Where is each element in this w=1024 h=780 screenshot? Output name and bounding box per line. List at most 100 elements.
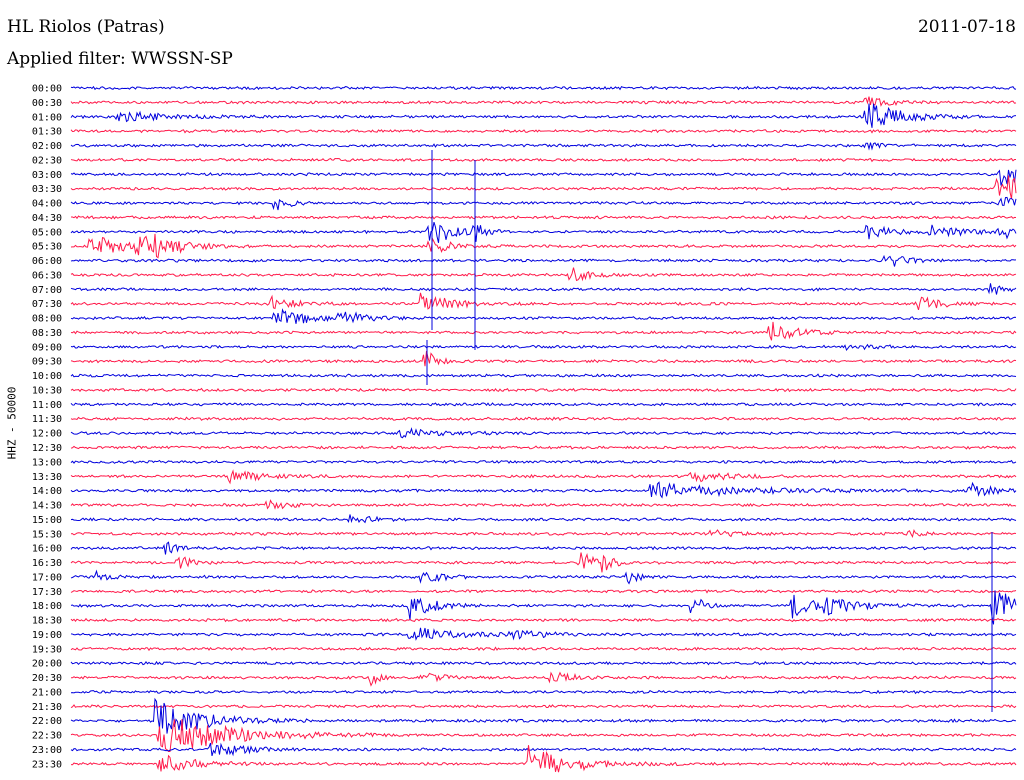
time-label: 08:30 (32, 328, 62, 339)
time-label: 11:30 (32, 414, 62, 425)
trace-line (70, 142, 1017, 151)
time-label: 19:30 (32, 644, 62, 655)
record-date: 2011-07-18 (917, 17, 1016, 37)
trace-line (70, 481, 1017, 499)
time-label: 00:30 (32, 98, 62, 109)
trace-line (70, 129, 1017, 134)
time-label: 23:00 (32, 745, 62, 756)
time-label: 07:30 (32, 299, 62, 310)
trace-line (70, 617, 1017, 623)
time-label: 04:30 (32, 213, 62, 224)
filter-label: Applied filter: WWSSN-SP (7, 49, 233, 69)
time-label: 05:00 (32, 227, 62, 238)
trace-line (70, 569, 1017, 585)
time-label: 16:30 (32, 558, 62, 569)
trace-line (70, 350, 1017, 367)
trace-line (70, 308, 1017, 324)
trace-line (70, 590, 1017, 625)
time-label: 10:00 (32, 371, 62, 382)
trace-line (70, 589, 1017, 594)
time-label: 09:30 (32, 357, 62, 368)
trace-line (70, 529, 1017, 539)
time-label: 06:00 (32, 256, 62, 267)
time-label: 03:00 (32, 170, 62, 181)
time-label: 03:30 (32, 184, 62, 195)
time-label: 12:00 (32, 429, 62, 440)
time-label: 21:30 (32, 702, 62, 713)
time-label: 02:30 (32, 155, 62, 166)
trace-line (70, 445, 1017, 450)
trace-line (70, 373, 1017, 378)
trace-line (70, 254, 1017, 267)
time-label: 01:00 (32, 112, 62, 123)
trace-line (70, 196, 1017, 211)
trace-line (70, 85, 1017, 91)
trace-line (70, 292, 1017, 311)
trace-line (70, 469, 1017, 485)
trace-line (70, 552, 1017, 573)
time-label: 16:00 (32, 544, 62, 555)
time-label: 06:30 (32, 270, 62, 281)
trace-line (70, 221, 1017, 244)
trace-line (70, 169, 1017, 186)
trace-line (70, 742, 1017, 757)
time-label: 17:30 (32, 587, 62, 598)
time-label: 13:00 (32, 457, 62, 468)
time-label: 19:00 (32, 630, 62, 641)
time-label: 08:00 (32, 314, 62, 325)
time-label: 15:00 (32, 515, 62, 526)
time-label: 00:00 (32, 84, 62, 95)
trace-line (70, 267, 1017, 282)
time-label: 13:30 (32, 472, 62, 483)
time-label: 18:30 (32, 616, 62, 627)
trace-line (70, 283, 1017, 295)
time-label: 15:30 (32, 529, 62, 540)
trace-line (70, 671, 1017, 687)
time-label: 05:30 (32, 242, 62, 253)
trace-line (70, 646, 1017, 652)
trace-line (70, 745, 1017, 773)
time-label: 20:30 (32, 673, 62, 684)
trace-line (70, 719, 1017, 753)
station-title: HL Riolos (Patras) (7, 17, 165, 37)
time-label: 23:30 (32, 759, 62, 770)
trace-line (70, 704, 1017, 709)
trace-line (70, 321, 1017, 341)
time-labels: 00:00 00:30 01:00 01:30 02:00 02:30 03:00 03:30… (32, 84, 62, 771)
trace-line (70, 660, 1017, 666)
trace-line (70, 96, 1017, 107)
time-label: 14:30 (32, 501, 62, 512)
trace-line (70, 215, 1017, 220)
trace-line (70, 175, 1017, 200)
time-label: 09:00 (32, 342, 62, 353)
trace-line (70, 697, 1017, 734)
time-label: 14:00 (32, 486, 62, 497)
time-label: 11:00 (32, 400, 62, 411)
trace-line (70, 427, 1017, 439)
trace-line (70, 157, 1017, 163)
time-label: 17:00 (32, 572, 62, 583)
time-label: 04:00 (32, 199, 62, 210)
trace-line (70, 343, 1017, 352)
time-label: 21:00 (32, 687, 62, 698)
trace-line (70, 541, 1017, 555)
time-label: 20:00 (32, 659, 62, 670)
time-label: 07:00 (32, 285, 62, 296)
time-label: 02:00 (32, 141, 62, 152)
traces (70, 85, 1017, 773)
trace-line (70, 402, 1017, 407)
trace-line (70, 499, 1017, 510)
time-label: 22:00 (32, 716, 62, 727)
time-label: 12:30 (32, 443, 62, 454)
trace-line (70, 689, 1017, 695)
trace-line (70, 387, 1017, 393)
time-label: 01:30 (32, 127, 62, 138)
trace-line (70, 459, 1017, 464)
time-label: 18:00 (32, 601, 62, 612)
time-label: 10:30 (32, 385, 62, 396)
time-label: 22:30 (32, 731, 62, 742)
trace-line (70, 514, 1017, 524)
trace-line (70, 103, 1017, 128)
trace-line (70, 627, 1017, 641)
